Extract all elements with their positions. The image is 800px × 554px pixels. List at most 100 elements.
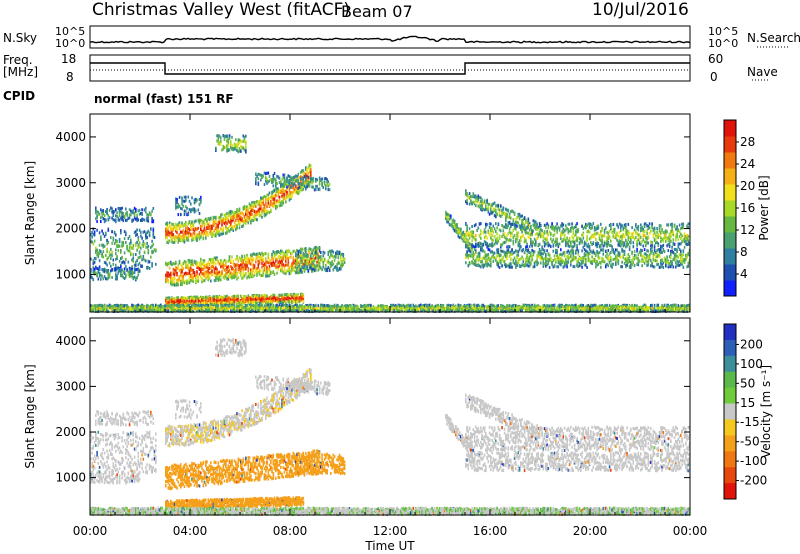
data-cell [541, 229, 543, 233]
data-cell [196, 266, 198, 270]
data-cell [303, 267, 306, 271]
data-cell [222, 226, 225, 230]
data-cell [226, 230, 228, 234]
data-cell [107, 256, 110, 260]
data-cell [193, 231, 196, 235]
data-cell [265, 271, 267, 275]
data-cell [687, 264, 690, 268]
data-cell [300, 177, 302, 181]
data-cell [306, 260, 308, 264]
data-cell [197, 219, 200, 223]
data-cell [671, 245, 673, 249]
data-cell [171, 277, 173, 281]
noise-panel-frame [89, 25, 691, 49]
data-cell [572, 236, 575, 240]
data-cell [468, 249, 471, 253]
data-cell [563, 254, 566, 258]
data-cell [328, 249, 331, 253]
data-cell [272, 180, 275, 184]
data-cell [165, 232, 167, 236]
data-cell [223, 268, 226, 272]
data-cell [282, 254, 285, 258]
data-cell [292, 249, 295, 253]
data-cell [185, 221, 187, 224]
data-cell [235, 218, 237, 222]
data-cell [306, 255, 308, 259]
data-cell [510, 234, 512, 238]
data-cell [177, 223, 180, 227]
data-cell [645, 244, 647, 248]
data-cell [245, 134, 247, 138]
data-cell [141, 211, 143, 215]
data-cell [278, 264, 281, 268]
data-cell [138, 228, 141, 232]
data-cell [330, 264, 332, 268]
data-cell [203, 263, 206, 267]
data-cell [497, 239, 500, 243]
data-cell [100, 277, 102, 281]
data-cell [250, 212, 252, 216]
data-cell [115, 274, 117, 278]
data-cell [178, 261, 181, 265]
data-cell [248, 259, 251, 263]
data-cell [173, 281, 176, 285]
data-cell [635, 236, 637, 239]
data-cell [213, 256, 216, 260]
data-cell [258, 252, 261, 255]
data-cell [123, 267, 126, 271]
data-cell [247, 258, 250, 262]
data-cell [268, 196, 271, 200]
data-cell [250, 275, 252, 279]
data-cell [288, 178, 291, 182]
data-cell [235, 143, 237, 147]
data-cell [207, 217, 210, 221]
data-cell [472, 256, 475, 260]
data-cell [152, 207, 155, 210]
data-cell [220, 142, 222, 146]
data-cell [586, 238, 588, 242]
data-cell [623, 249, 626, 253]
data-cell [313, 265, 316, 269]
data-cell [638, 259, 641, 263]
data-cell [212, 216, 215, 220]
data-cell [168, 266, 171, 270]
data-cell [133, 214, 136, 218]
data-cell [255, 172, 257, 176]
data-cell [278, 259, 281, 263]
data-cell [245, 149, 247, 153]
data-cell [308, 184, 311, 188]
data-cell [122, 260, 125, 264]
data-cell [250, 203, 252, 207]
data-cell [140, 234, 142, 238]
data-cell [258, 270, 261, 274]
data-cell [261, 201, 263, 205]
data-cell [265, 195, 267, 199]
data-cell [92, 262, 95, 266]
data-cell [670, 239, 672, 243]
data-cell [318, 247, 321, 251]
data-cell [125, 273, 127, 277]
data-cell [318, 249, 321, 253]
data-cell [211, 259, 213, 263]
data-cell [227, 229, 230, 233]
data-cell [275, 264, 277, 268]
data-cell [472, 230, 475, 234]
data-cell [132, 218, 135, 222]
data-cell [301, 257, 303, 260]
data-cell [312, 248, 315, 252]
data-cell [172, 261, 175, 265]
data-cell [115, 252, 117, 256]
data-cell [168, 233, 171, 237]
data-cell [628, 248, 631, 252]
data-cell [273, 197, 276, 201]
data-cell [632, 261, 635, 265]
data-cell [516, 263, 518, 267]
data-cell [245, 267, 247, 271]
data-cell [128, 242, 131, 246]
data-cell [305, 168, 307, 172]
data-cell [237, 221, 240, 225]
data-cell [676, 232, 678, 236]
data-cell [636, 247, 638, 251]
data-cell [172, 240, 175, 244]
data-cell [177, 240, 180, 244]
